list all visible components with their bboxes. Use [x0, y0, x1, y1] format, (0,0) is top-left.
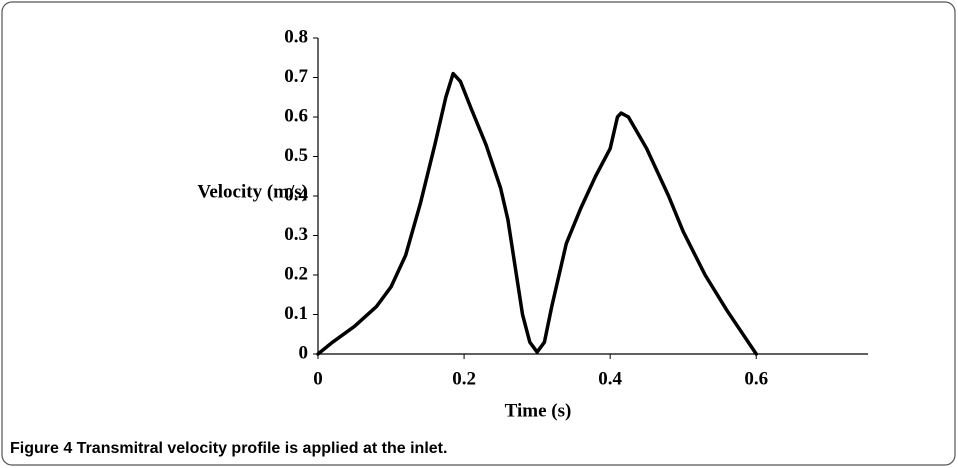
y-tick-label: 0.1 [284, 303, 308, 324]
line [316, 71, 758, 356]
y-tick-label: 0 [299, 342, 309, 363]
caption: Figure 4 Transmitral velocity profile is… [10, 440, 447, 457]
x-tick-label: 0.2 [452, 368, 476, 389]
x-tick-label: 0 [313, 368, 323, 389]
y-tick-label: 0.3 [284, 224, 308, 245]
y-tick-label: 0.5 [284, 145, 308, 166]
y-tick-label: 0.8 [284, 26, 308, 47]
y-tick-label: 0.2 [284, 263, 308, 284]
y-axis-label: Velocity (m/s) [197, 181, 308, 202]
y-tick-label: 0.4 [284, 184, 308, 205]
y-tick-label: 0.7 [284, 66, 308, 87]
x-tick-label: 0.4 [598, 368, 622, 389]
x-axis-label: Time (s) [505, 400, 572, 421]
y-tick-label: 0.6 [284, 105, 308, 126]
x-tick-label: 0.6 [744, 368, 768, 389]
